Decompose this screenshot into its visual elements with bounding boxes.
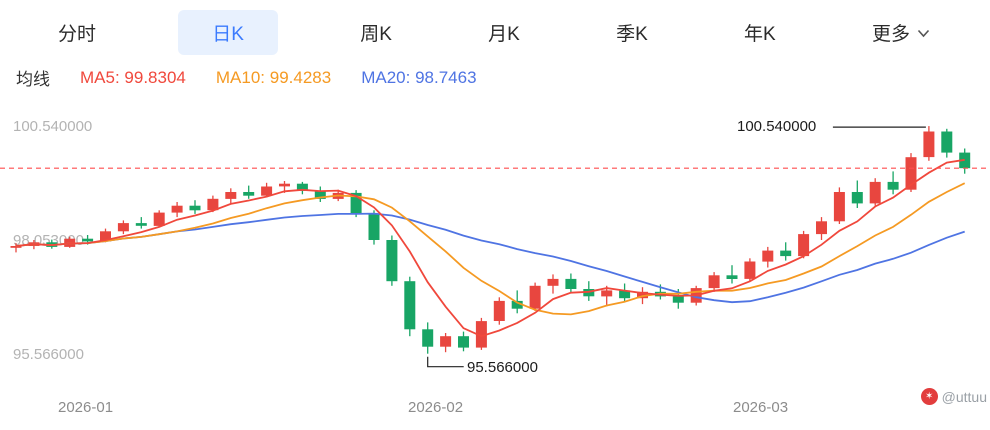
kline-chart-canvas[interactable]: 100.540000 98.053000 95.566000 100.54000… — [0, 105, 990, 430]
ma20-value: 98.7463 — [415, 67, 477, 87]
tab-minute[interactable]: 分时 — [58, 24, 97, 45]
x-axis-label-jan: 2026-01 — [58, 399, 114, 416]
tab-more[interactable]: 更多 — [858, 10, 944, 55]
tab-more-label: 更多 — [871, 24, 910, 45]
watermark-icon: ✶ — [920, 388, 938, 405]
kline-svg — [0, 126, 990, 368]
chevron-down-icon — [917, 22, 930, 44]
tab-daily-k[interactable]: 日K — [178, 10, 278, 55]
high-price-annotation: 100.540000 — [737, 118, 817, 135]
ma20-label: MA20: — [361, 67, 411, 87]
ma5-value: 99.8304 — [124, 67, 186, 87]
low-price-annotation: 95.566000 — [467, 359, 538, 376]
ma-legend-title: 均线 — [16, 70, 50, 89]
watermark: ✶ @uttuu — [920, 388, 987, 405]
ma5-label: MA5: — [80, 67, 120, 87]
ma5-legend: MA5: 99.8304 — [80, 68, 186, 88]
tab-monthly-k[interactable]: 月K — [488, 24, 520, 45]
ma10-label: MA10: — [215, 67, 266, 87]
y-axis-label-max: 100.540000 — [13, 118, 93, 135]
ma20-legend: MA20: 98.7463 — [361, 68, 476, 88]
ma10-legend: MA10: 99.4283 — [216, 68, 331, 88]
tab-quarterly-k[interactable]: 季K — [616, 24, 648, 45]
period-tab-bar: 分时 日K 周K 月K 季K 年K 更多 — [0, 0, 990, 57]
tab-yearly-k[interactable]: 年K — [744, 24, 776, 45]
x-axis-label-mar: 2026-03 — [733, 399, 789, 416]
tab-weekly-k[interactable]: 周K — [360, 24, 392, 45]
ma-legend-bar: 均线 MA5: 99.8304 MA10: 99.4283 MA20: 98.7… — [0, 57, 990, 90]
x-axis-label-feb: 2026-02 — [408, 399, 464, 416]
ma10-value: 99.4283 — [269, 67, 332, 87]
watermark-text: @uttuu — [941, 388, 987, 405]
y-axis-label-min: 95.566000 — [13, 346, 84, 363]
